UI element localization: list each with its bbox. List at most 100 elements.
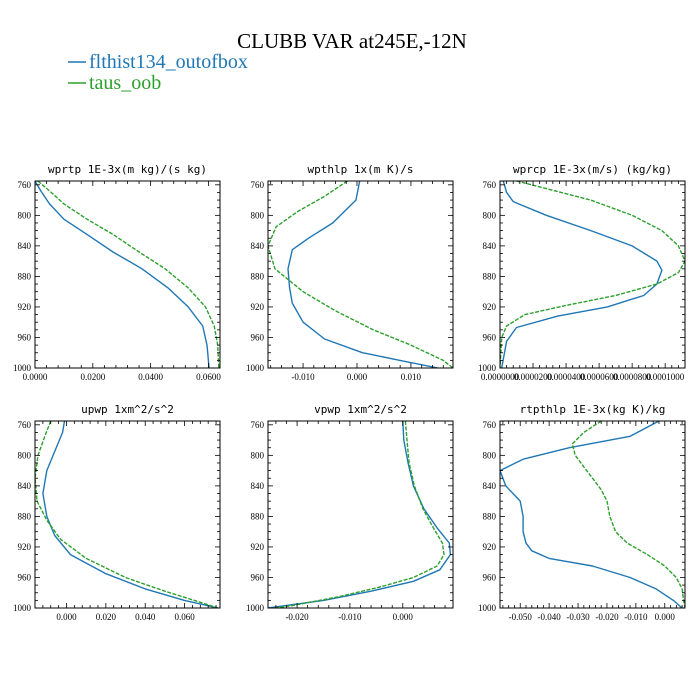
x-tick-label: 0.0000600: [580, 372, 619, 382]
series-line: [500, 181, 685, 368]
panel-frame: [499, 180, 686, 369]
y-tick-label: 880: [251, 271, 265, 281]
x-tick-label: -0.020: [595, 612, 619, 622]
y-tick-label: 920: [483, 302, 497, 312]
y-tick-label: 840: [483, 481, 497, 491]
y-tick-label: 800: [18, 210, 32, 220]
y-tick-label: 1000: [246, 363, 265, 373]
panel-0: wprtp 1E-3x(m kg)/(s kg) 760 800 840 880 920 9…: [13, 163, 221, 382]
x-tick-label: 0.000: [393, 612, 414, 622]
x-tick-label: 0.060: [174, 612, 195, 622]
panel-1: wpthlp 1x(m K)/s 760 800 840 880 920 960 1000 -0…: [246, 163, 454, 382]
y-tick-label: 760: [251, 180, 265, 190]
series-line: [37, 181, 220, 368]
x-tick-label: -0.040: [538, 612, 562, 622]
x-tick-label: 0.000: [347, 372, 368, 382]
y-tick-label: 920: [251, 542, 265, 552]
panel-title: wprcp 1E-3x(m/s) (kg/kg): [513, 163, 672, 176]
x-tick-label: 0.0600: [196, 372, 221, 382]
panel-title: vpwp 1xm^2/s^2: [314, 403, 407, 416]
y-tick-label: 1000: [246, 603, 265, 613]
x-tick-label: 0.000: [56, 612, 77, 622]
x-tick-label: 0.0400: [138, 372, 163, 382]
panel-title: wpthlp 1x(m K)/s: [308, 163, 414, 176]
panels: wprtp 1E-3x(m kg)/(s kg) 760 800 840 880 920 9…: [13, 163, 686, 622]
y-tick-label: 880: [483, 271, 497, 281]
x-tick-label: -0.030: [566, 612, 590, 622]
x-tick-label: 0.000: [655, 612, 676, 622]
y-tick-label: 1000: [478, 603, 497, 613]
y-tick-label: 880: [483, 511, 497, 521]
x-tick-label: -0.050: [509, 612, 533, 622]
y-tick-label: 880: [251, 511, 265, 521]
x-tick-label: 0.0000: [23, 372, 48, 382]
x-tick-label: -0.010: [291, 372, 315, 382]
y-tick-label: 960: [483, 572, 497, 582]
x-tick-label: -0.010: [338, 612, 362, 622]
x-tick-label: -0.010: [624, 612, 648, 622]
series-line: [268, 421, 452, 608]
y-tick-label: 1000: [13, 603, 32, 613]
y-tick-label: 920: [18, 542, 32, 552]
y-tick-label: 1000: [478, 363, 497, 373]
series-line: [273, 421, 445, 608]
y-tick-label: 800: [483, 450, 497, 460]
panel-3: upwp 1xm^2/s^2 760 800 840 880 920 960 1000 0.00…: [13, 403, 221, 622]
figure-title: CLUBB VAR at245E,-12N: [237, 29, 467, 53]
series-line: [268, 181, 453, 368]
series-line: [42, 421, 219, 608]
panel-title: wprtp 1E-3x(m kg)/(s kg): [48, 163, 207, 176]
series-line: [500, 421, 683, 608]
x-tick-label: 0.0000800: [613, 372, 652, 382]
x-tick-label: 0.0200: [80, 372, 105, 382]
y-tick-label: 960: [483, 332, 497, 342]
y-tick-label: 880: [18, 271, 32, 281]
panel-frame: [34, 180, 221, 369]
y-tick-label: 800: [251, 450, 265, 460]
y-tick-label: 920: [18, 302, 32, 312]
x-tick-label: 0.0000400: [547, 372, 586, 382]
y-tick-label: 960: [18, 572, 32, 582]
x-tick-label: -0.020: [285, 612, 309, 622]
series-line: [35, 181, 210, 368]
x-tick-label: 0.0001000: [646, 372, 685, 382]
y-tick-label: 840: [251, 481, 265, 491]
y-tick-label: 920: [251, 302, 265, 312]
y-tick-label: 760: [251, 420, 265, 430]
panel-title: rtpthlp 1E-3x(kg K)/kg: [520, 403, 666, 416]
y-tick-label: 880: [18, 511, 32, 521]
y-tick-label: 840: [483, 241, 497, 251]
y-tick-label: 960: [18, 332, 32, 342]
y-tick-label: 840: [251, 241, 265, 251]
legend-label-0: flthist134_outofbox: [89, 51, 248, 73]
y-tick-label: 760: [483, 180, 497, 190]
panel-5: rtpthlp 1E-3x(kg K)/kg 760 800 840 880 920 960…: [478, 403, 686, 622]
x-tick-label: 0.0000200: [514, 372, 553, 382]
y-tick-label: 960: [251, 572, 265, 582]
x-tick-label: 0.010: [401, 372, 422, 382]
series-line: [35, 421, 219, 608]
y-tick-label: 800: [18, 450, 32, 460]
y-tick-label: 1000: [13, 363, 32, 373]
y-tick-label: 920: [483, 542, 497, 552]
panel-frame: [499, 420, 686, 609]
panel-frame: [267, 180, 454, 369]
y-tick-label: 840: [18, 241, 32, 251]
y-tick-label: 760: [18, 420, 32, 430]
y-tick-label: 840: [18, 481, 32, 491]
series-line: [501, 181, 663, 368]
series-line: [287, 181, 439, 368]
panel-2: wprcp 1E-3x(m/s) (kg/kg) 760 800 840 880 920 9…: [478, 163, 686, 382]
y-tick-label: 760: [483, 420, 497, 430]
panel-frame: [34, 420, 221, 609]
legend: flthist134_outofbox taus_oob: [68, 51, 248, 94]
panel-title: upwp 1xm^2/s^2: [81, 403, 174, 416]
x-tick-label: 0.0000000: [481, 372, 520, 382]
y-tick-label: 960: [251, 332, 265, 342]
x-tick-label: 0.040: [135, 612, 156, 622]
y-tick-label: 760: [18, 180, 32, 190]
panel-4: vpwp 1xm^2/s^2 760 800 840 880 920 960 1000 -0.0…: [246, 403, 454, 622]
series-line: [571, 421, 685, 608]
x-tick-label: 0.020: [96, 612, 117, 622]
